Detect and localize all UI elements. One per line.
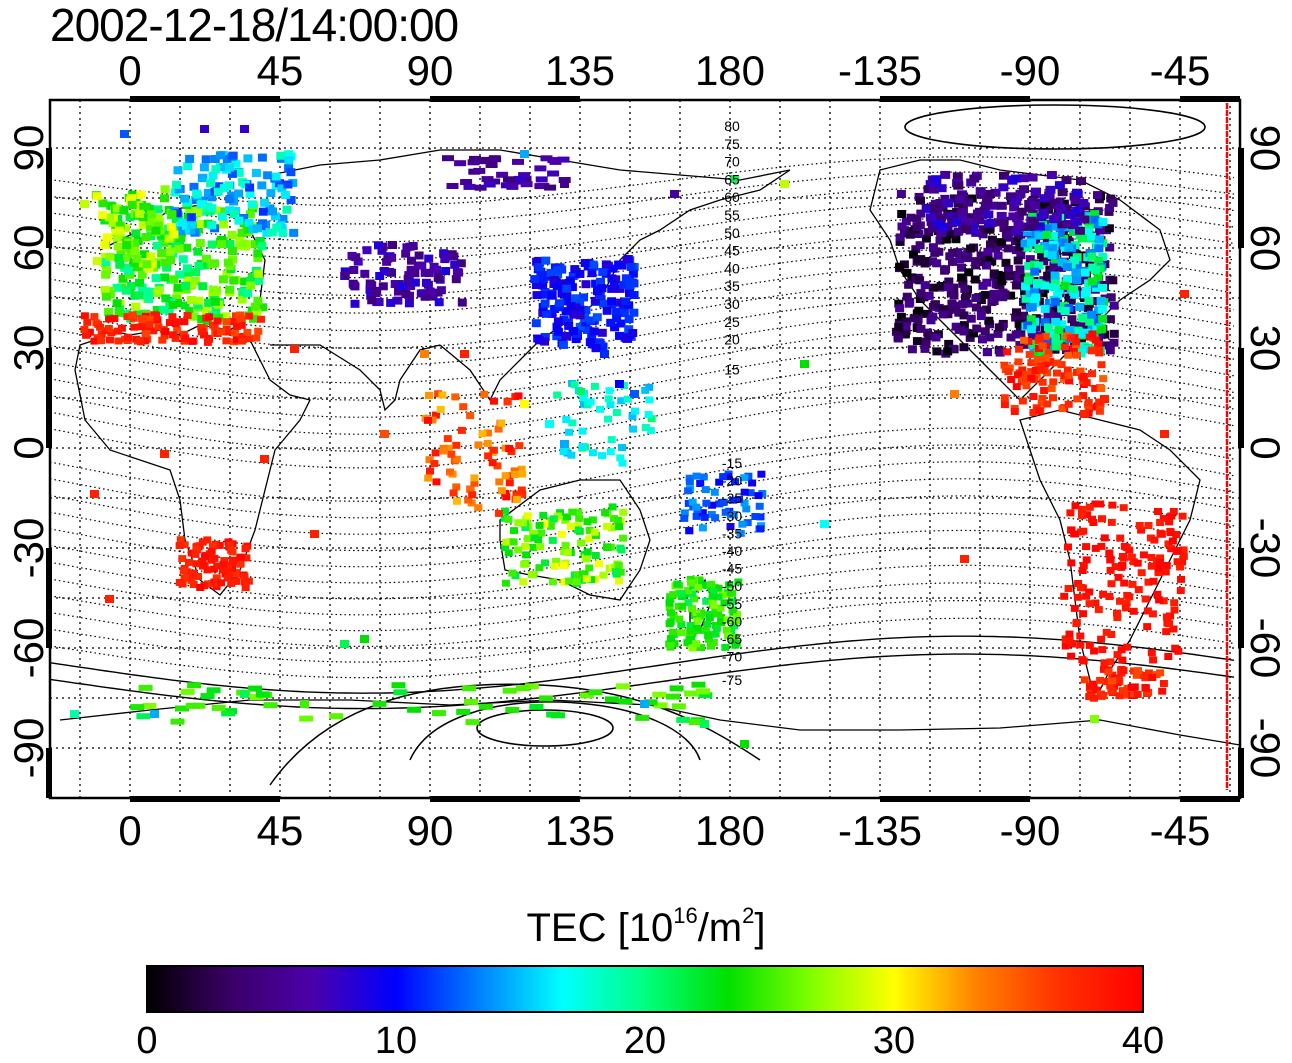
right-lat-label: 0 bbox=[1242, 436, 1289, 459]
colorbar-label-exp1: 16 bbox=[673, 902, 698, 928]
bottom-lon-label: 135 bbox=[545, 807, 615, 854]
right-lat-label: -30 bbox=[1242, 518, 1289, 579]
colorbar-tick-40: 40 bbox=[1121, 1020, 1165, 1062]
colorbar-label-mid: /m bbox=[697, 906, 743, 950]
contour-label-north: 60 bbox=[724, 189, 740, 205]
axis-labels: 0 45 90 135 180 -135 -90 -450 45 90 135 180 -135 -90-… bbox=[5, 47, 1289, 854]
contour-label-south: -20 bbox=[722, 473, 742, 489]
colorbar-tick-30: 30 bbox=[872, 1020, 916, 1062]
contour-label-north: 80 bbox=[724, 118, 740, 134]
contour-label-south: -75 bbox=[722, 672, 742, 688]
colorbar-tick-20: 20 bbox=[623, 1020, 667, 1062]
bottom-lon-label: 0 bbox=[118, 807, 141, 854]
left-lat-label: 0 bbox=[5, 436, 52, 459]
colorbar-label-main: TEC [10 bbox=[526, 906, 674, 950]
top-lon-label: 0 bbox=[118, 47, 141, 94]
contour-label-north: 30 bbox=[724, 296, 740, 312]
contour-label-south: -70 bbox=[722, 649, 742, 665]
figure-title: 2002-12-18/14:00:00 bbox=[50, 0, 459, 51]
top-lon-label: -45 bbox=[1150, 47, 1211, 94]
right-lat-label: 30 bbox=[1242, 325, 1289, 372]
contour-label-south: -35 bbox=[722, 525, 742, 541]
contour-label-north: 40 bbox=[724, 260, 740, 276]
bottom-lon-label: 180 bbox=[695, 807, 765, 854]
contour-label-south: -45 bbox=[722, 561, 742, 577]
contour-label-south: -65 bbox=[722, 631, 742, 647]
top-lon-label: 90 bbox=[407, 47, 454, 94]
top-lon-label: -135 bbox=[838, 47, 922, 94]
contour-label-south: -60 bbox=[722, 613, 742, 629]
contour-label-north: 35 bbox=[724, 278, 740, 294]
left-lat-label: 90 bbox=[5, 125, 52, 172]
left-lat-label: 60 bbox=[5, 225, 52, 272]
right-lat-label: -60 bbox=[1242, 618, 1289, 679]
bottom-lon-label: -90 bbox=[1000, 807, 1061, 854]
left-lat-label: -60 bbox=[5, 618, 52, 679]
contour-label-north: 70 bbox=[724, 154, 740, 170]
contour-label-south: -40 bbox=[722, 543, 742, 559]
top-lon-label: 135 bbox=[545, 47, 615, 94]
contour-label-north: 25 bbox=[724, 314, 740, 330]
contour-label-north: 45 bbox=[724, 243, 740, 259]
left-lat-label: 30 bbox=[5, 325, 52, 372]
right-lat-label: 90 bbox=[1242, 125, 1289, 172]
colorbar-tick-0: 0 bbox=[136, 1020, 158, 1062]
top-lon-label: 180 bbox=[695, 47, 765, 94]
right-lat-label: 60 bbox=[1242, 225, 1289, 272]
bottom-lon-label: 90 bbox=[407, 807, 454, 854]
contour-label-north: 20 bbox=[724, 332, 740, 348]
colorbar-label-end: ] bbox=[754, 906, 766, 950]
contour-label-north: 15 bbox=[724, 361, 740, 377]
contour-label-south: -30 bbox=[722, 508, 742, 524]
contour-label-north: 55 bbox=[724, 207, 740, 223]
contour-label-south: -55 bbox=[722, 596, 742, 612]
map-frame bbox=[46, 96, 1244, 802]
contour-label-north: 75 bbox=[724, 136, 740, 152]
bottom-lon-label: -45 bbox=[1150, 807, 1211, 854]
colorbar-tick-10: 10 bbox=[374, 1020, 418, 1062]
colorbar-label: TEC [1016/m2] bbox=[0, 902, 1292, 951]
colorbar-label-exp2: 2 bbox=[742, 902, 755, 928]
left-lat-label: -30 bbox=[5, 518, 52, 579]
tec-data-cells bbox=[70, 125, 1189, 748]
contour-label-north: 65 bbox=[724, 171, 740, 187]
contour-label-south: -25 bbox=[722, 490, 742, 506]
bottom-lon-label: -135 bbox=[838, 807, 922, 854]
contour-label-south: -15 bbox=[722, 455, 742, 471]
right-lat-label: -90 bbox=[1242, 718, 1289, 779]
top-lon-label: -90 bbox=[1000, 47, 1061, 94]
bottom-lon-label: 45 bbox=[257, 807, 304, 854]
colorbar-gradient bbox=[146, 965, 1144, 1013]
colorbar bbox=[146, 965, 1144, 1013]
left-lat-label: -90 bbox=[5, 718, 52, 779]
contour-label-north: 50 bbox=[724, 225, 740, 241]
contour-label-south: -50 bbox=[722, 578, 742, 594]
top-lon-label: 45 bbox=[257, 47, 304, 94]
